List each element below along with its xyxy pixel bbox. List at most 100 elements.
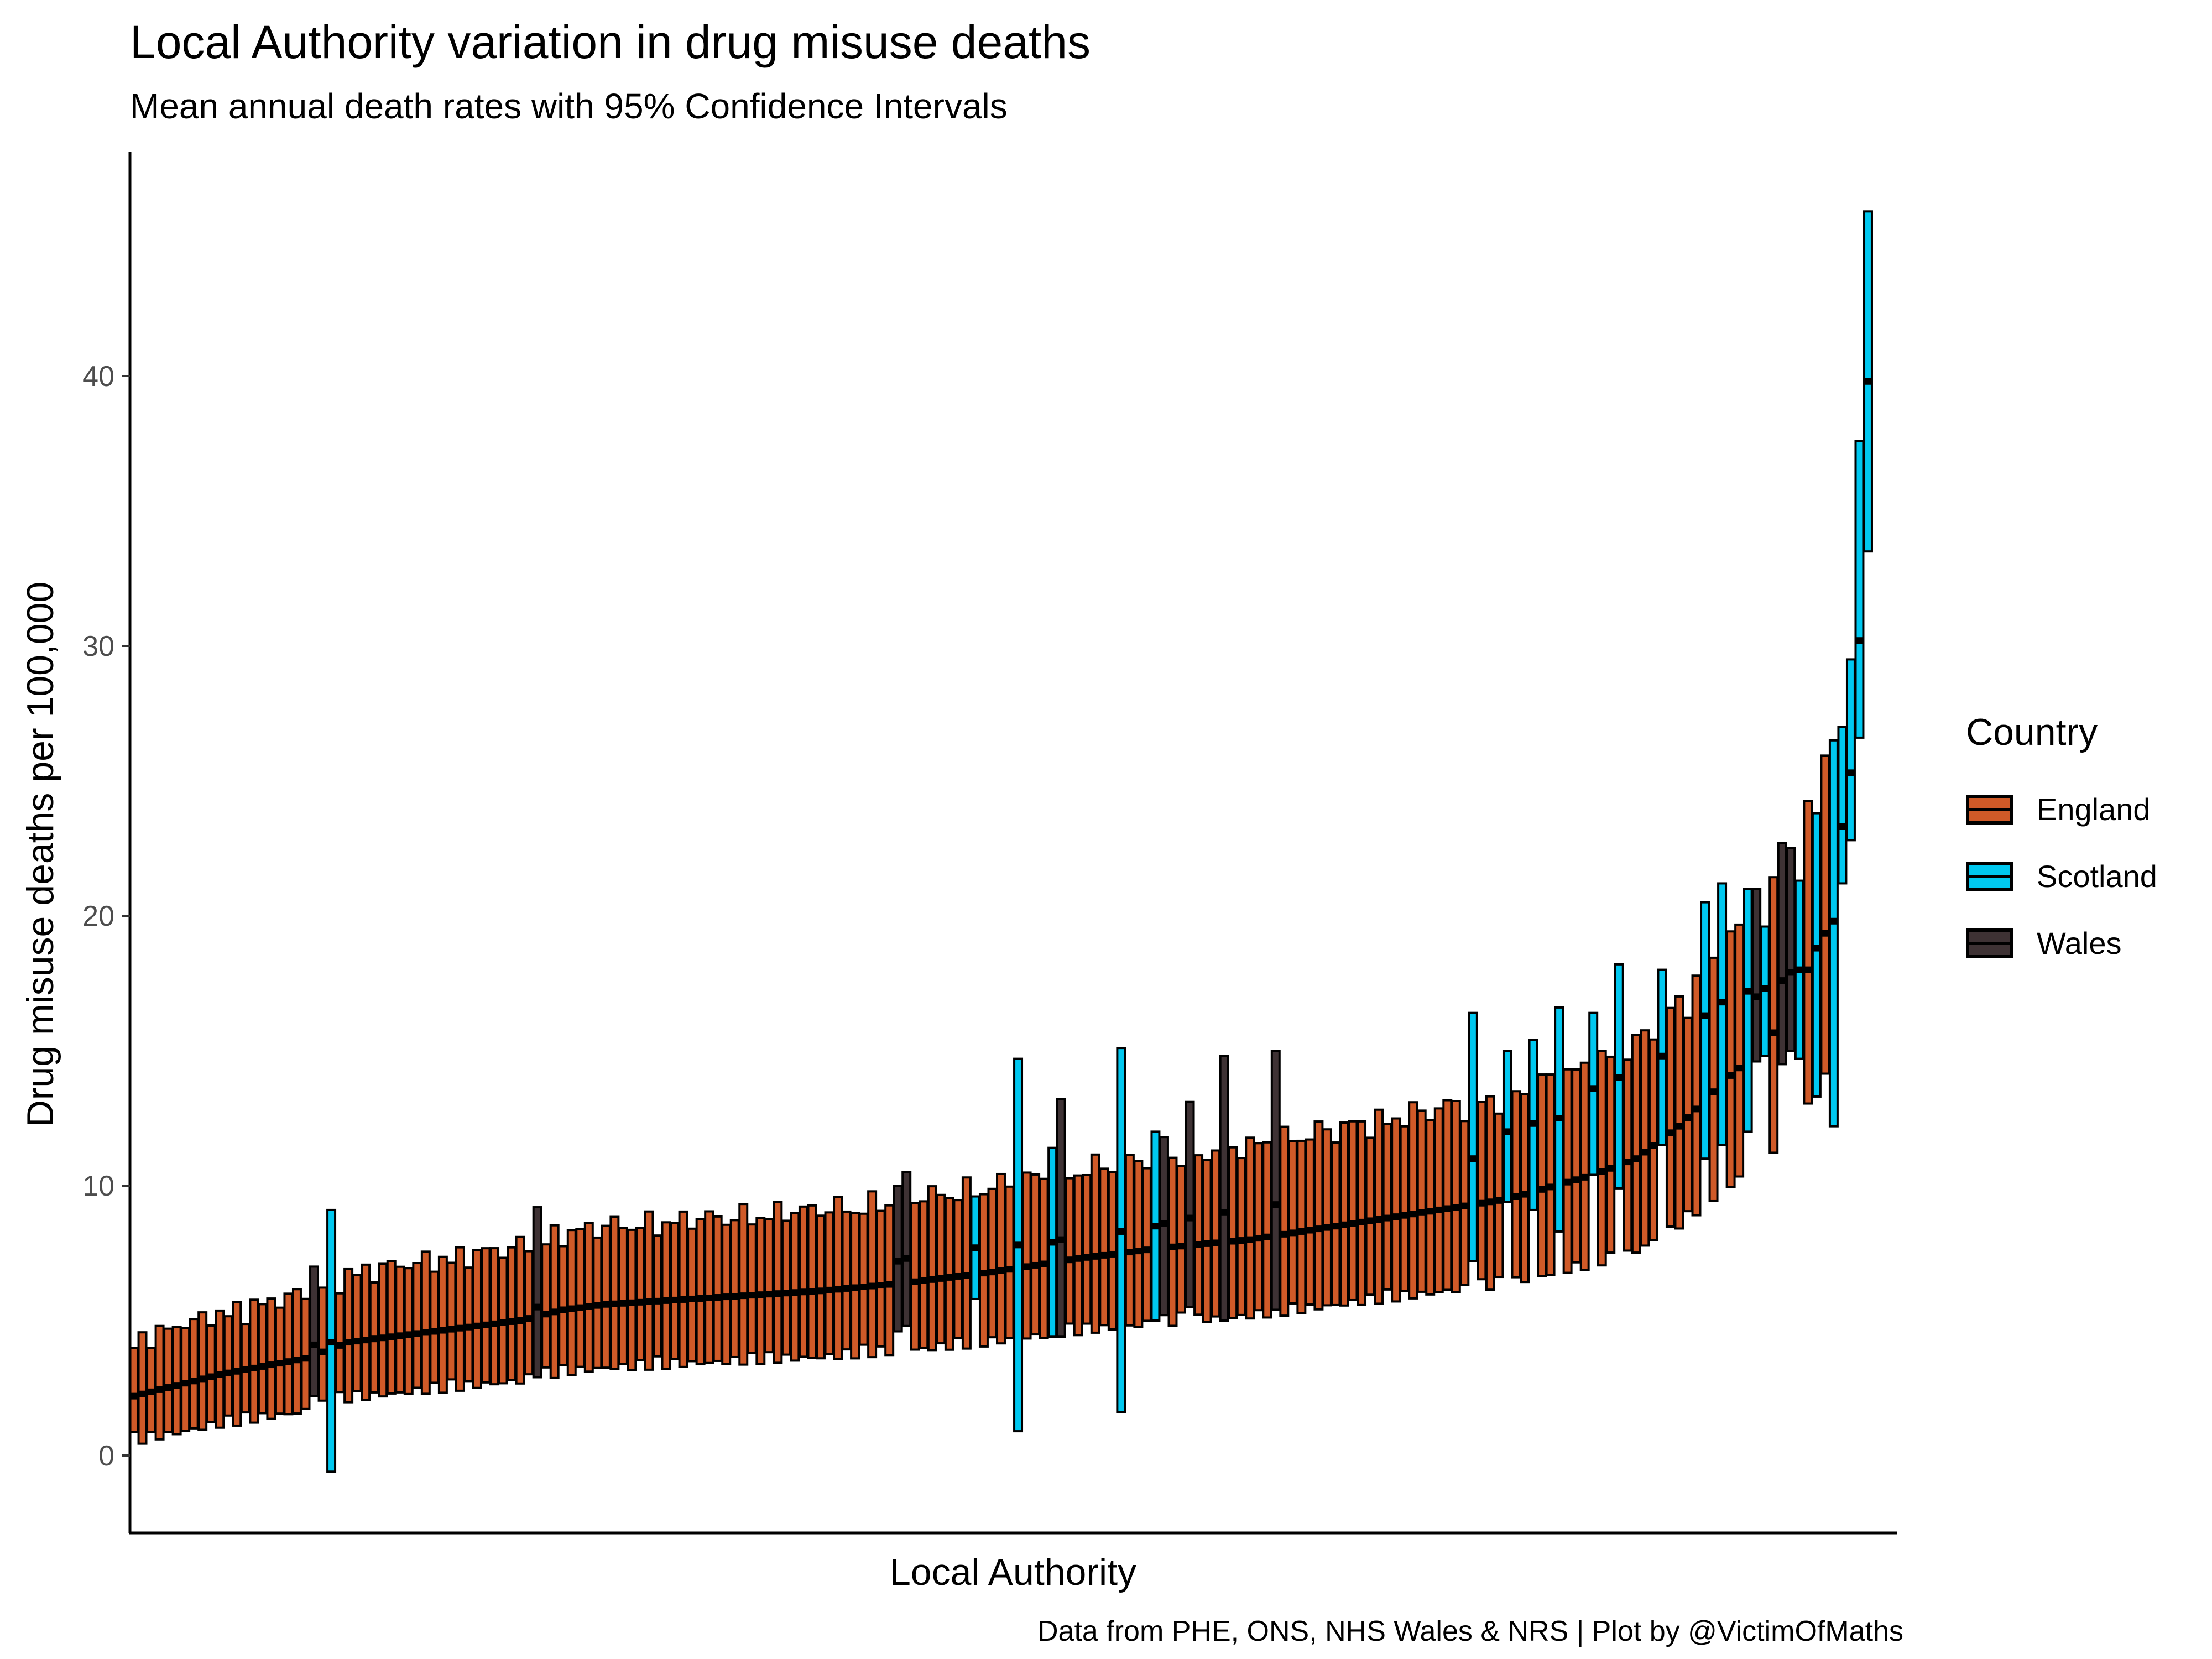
ci-bar-england — [566, 1229, 577, 1376]
ci-bar-england — [927, 1185, 937, 1352]
ci-bar-england — [1485, 1095, 1495, 1291]
ci-bar-england — [403, 1267, 414, 1395]
ci-bar-england — [1511, 1090, 1521, 1279]
ci-bar-england — [549, 1224, 560, 1379]
ci-bar-england — [1520, 1093, 1530, 1284]
legend: Country England Scotland Wales — [1966, 711, 2157, 977]
ci-bar-england — [798, 1205, 808, 1358]
ci-bar-england — [1674, 995, 1684, 1230]
ci-bar-england — [1803, 800, 1813, 1105]
ci-bar-england — [1571, 1068, 1582, 1264]
ci-bar-england — [1734, 923, 1745, 1178]
ci-bar-england — [824, 1211, 834, 1355]
legend-label-wales: Wales — [2037, 926, 2122, 961]
ci-bar-england — [773, 1201, 783, 1364]
ci-bar-england — [189, 1318, 199, 1430]
legend-title: Country — [1966, 711, 2098, 753]
ci-bar-england — [1167, 1156, 1178, 1327]
legend-key-wales — [1966, 928, 2013, 958]
ci-bar-england — [1176, 1165, 1187, 1314]
ci-bar-england — [755, 1217, 766, 1365]
y-tick-label: 20 — [82, 900, 114, 932]
legend-item-england: England — [1966, 776, 2157, 843]
ci-bar-scotland — [1811, 812, 1822, 1098]
ci-bar-england — [1708, 956, 1719, 1202]
ci-bar-england — [704, 1210, 714, 1364]
ci-bar-england — [507, 1246, 517, 1381]
ci-bar-england — [1691, 974, 1702, 1217]
ci-bar-england — [1211, 1149, 1221, 1318]
y-tick-label: 0 — [98, 1440, 114, 1472]
ci-bar-england — [747, 1223, 757, 1354]
ci-bar-england — [1133, 1160, 1144, 1328]
ci-bar-england — [1030, 1173, 1041, 1336]
ci-bar-england — [1433, 1107, 1444, 1293]
ci-bar-england — [1021, 1171, 1032, 1340]
ci-bar-england — [180, 1327, 191, 1432]
ci-bar-england — [1442, 1099, 1453, 1291]
ci-bar-england — [291, 1288, 302, 1415]
ci-bar-england — [919, 1200, 929, 1349]
ci-bar-england — [343, 1267, 354, 1404]
ci-bar-england — [1313, 1120, 1324, 1311]
ci-bar-england — [1348, 1120, 1358, 1301]
chart-subtitle: Mean annual death rates with 95% Confide… — [130, 86, 1008, 126]
ci-bar-england — [1408, 1101, 1418, 1300]
ci-bar-scotland — [1845, 658, 1856, 842]
ci-bar-england — [678, 1210, 688, 1368]
chart-title: Local Authority variation in drug misuse… — [130, 16, 1091, 68]
ci-bar-england — [215, 1309, 225, 1429]
ci-bar-england — [858, 1212, 869, 1346]
ci-bar-england — [317, 1286, 328, 1402]
ci-bar-england — [524, 1250, 534, 1376]
ci-bar-england — [1605, 1055, 1616, 1254]
ci-bar-england — [936, 1193, 946, 1345]
ci-bar-england — [1262, 1141, 1272, 1319]
ci-bar-england — [223, 1315, 233, 1417]
ci-bar-england — [1562, 1068, 1573, 1274]
ci-bar-england — [609, 1215, 620, 1370]
ci-bar-wales — [1777, 842, 1787, 1066]
y-axis-ticks: 0 10 20 30 40 — [82, 361, 130, 1472]
ci-bar-england — [1305, 1138, 1315, 1306]
ci-bar-england — [1399, 1125, 1410, 1292]
ci-bar-wales — [309, 1265, 320, 1397]
ci-bar-england — [437, 1255, 448, 1394]
ci-bar-england — [910, 1202, 920, 1351]
ci-bar-england — [489, 1247, 500, 1386]
ci-bar-england — [1382, 1123, 1392, 1291]
ci-bar-scotland — [1468, 1011, 1478, 1262]
ci-bar-england — [1107, 1171, 1118, 1331]
ci-bar-england — [1391, 1117, 1401, 1303]
ci-bar-england — [575, 1228, 586, 1368]
ci-bar-england — [472, 1249, 482, 1389]
ci-bar-england — [171, 1326, 182, 1436]
ci-bar-england — [163, 1327, 174, 1433]
ci-bar-england — [987, 1187, 998, 1339]
ci-bar-england — [378, 1262, 388, 1398]
ci-bar-wales — [1751, 888, 1762, 1063]
ci-bar-england — [481, 1247, 491, 1384]
ci-bar-england — [764, 1218, 774, 1354]
ci-bar-england — [635, 1227, 645, 1361]
ci-bar-england — [1124, 1154, 1135, 1327]
ci-bar-scotland — [1837, 726, 1848, 885]
ci-bar-england — [1623, 1058, 1633, 1252]
ci-bar-england — [1228, 1146, 1238, 1319]
ci-bar-england — [1425, 1119, 1436, 1296]
ci-bar-scotland — [1717, 882, 1728, 1146]
ci-bar-england — [1648, 1038, 1658, 1241]
ci-bar-england — [232, 1301, 242, 1427]
ci-bar-england — [1322, 1128, 1332, 1307]
ci-bar-england — [815, 1214, 826, 1360]
legend-label-england: England — [2037, 792, 2151, 827]
ci-bar-england — [1099, 1167, 1109, 1327]
ci-bar-england — [729, 1219, 740, 1358]
ci-bar-wales — [901, 1171, 912, 1327]
ci-bar-england — [1416, 1109, 1427, 1293]
ci-bar-england — [300, 1297, 311, 1410]
ci-bar-england — [154, 1324, 165, 1441]
ci-bar-england — [249, 1298, 259, 1424]
ci-bar-england — [738, 1203, 749, 1366]
ci-bar-england — [807, 1204, 817, 1359]
